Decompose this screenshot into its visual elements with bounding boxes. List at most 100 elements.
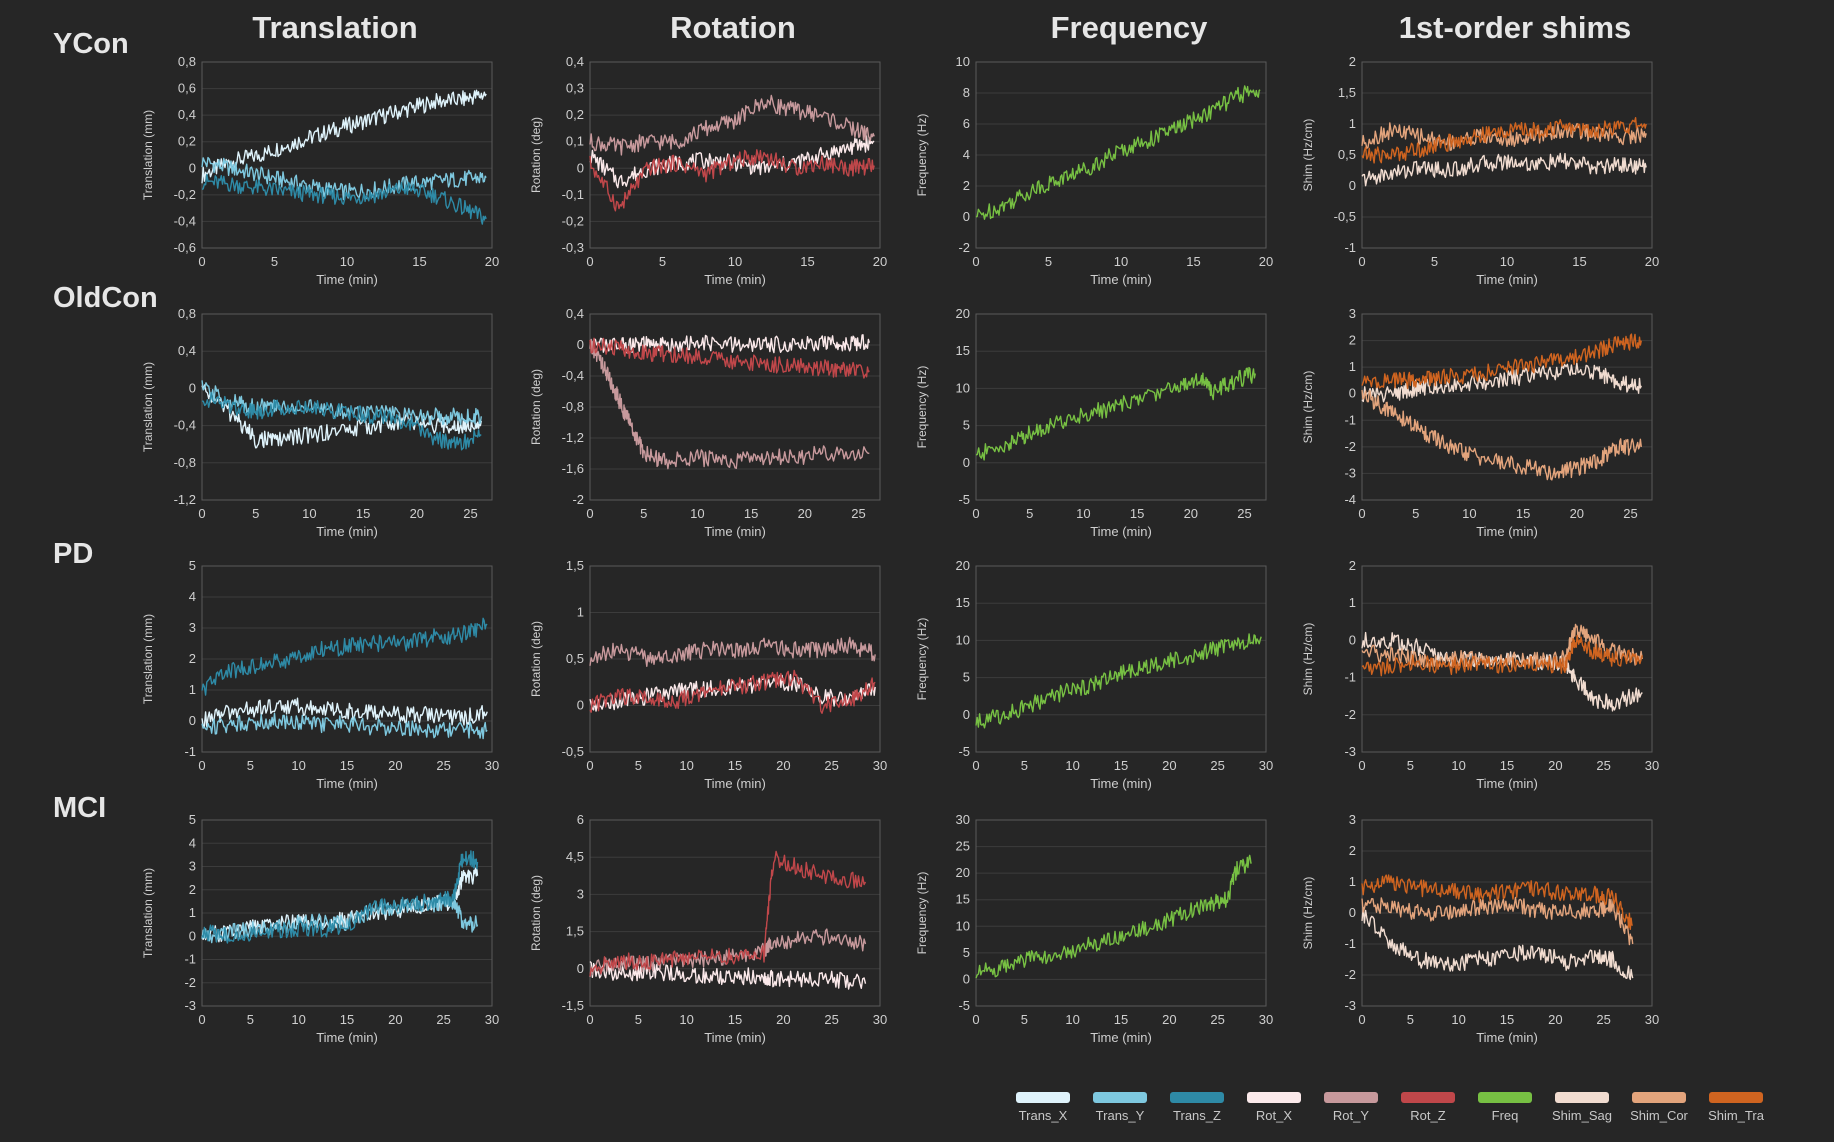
x-tick-label: 30 — [485, 758, 499, 773]
x-axis-label: Time (min) — [704, 524, 766, 539]
series-line-shim-cor — [1361, 896, 1634, 946]
y-tick-label: 5 — [963, 418, 970, 433]
column-title-shims: 1st-order shims — [1398, 10, 1632, 45]
chart-oldcon-1st-order-shims: -4 -3 -2 -1 0 1 2 3 0 5 10 15 20 25 Time (min) Shim (Hz… — [1301, 306, 1653, 539]
y-tick-label: -1,5 — [562, 998, 584, 1013]
row-title-oldcon: OldCon — [53, 282, 158, 314]
chart-oldcon-translation: -1,2 -0,8 -0,4 0 0,4 0,8 0 5 10 15 20 25 Time (min) T… — [141, 306, 493, 539]
y-tick-label: 3 — [1349, 812, 1356, 827]
plot-frame — [975, 565, 1267, 753]
y-tick-label: 0 — [189, 380, 196, 395]
y-tick-label: 3 — [577, 886, 584, 901]
x-tick-label: 0 — [972, 758, 979, 773]
series-line-shim-tra — [1361, 333, 1642, 390]
x-tick-label: 0 — [1358, 758, 1365, 773]
x-tick-label: 20 — [1259, 254, 1273, 269]
y-tick-label: 0,4 — [178, 107, 196, 122]
y-tick-label: -2 — [572, 492, 584, 507]
x-tick-label: 10 — [302, 506, 316, 521]
y-tick-label: 0,3 — [566, 81, 584, 96]
x-tick-label: 20 — [798, 506, 812, 521]
y-tick-label: 1 — [189, 905, 196, 920]
x-tick-label: 15 — [412, 254, 426, 269]
y-axis-label: Rotation (deg) — [529, 369, 543, 445]
x-axis-label: Time (min) — [1090, 1030, 1152, 1045]
series-line-freq — [975, 633, 1262, 729]
x-tick-label: 0 — [972, 506, 979, 521]
y-tick-label: 15 — [956, 595, 970, 610]
x-tick-label: 10 — [1065, 1012, 1079, 1027]
x-axis-label: Time (min) — [1090, 524, 1152, 539]
x-tick-label: 10 — [679, 758, 693, 773]
x-tick-label: 15 — [1114, 758, 1128, 773]
legend-swatch — [1632, 1092, 1686, 1103]
series-line-shim-sag — [1361, 362, 1642, 403]
y-tick-label: 4,5 — [566, 849, 584, 864]
x-axis-label: Time (min) — [1090, 776, 1152, 791]
legend-swatch — [1324, 1092, 1378, 1103]
y-tick-label: 2 — [189, 651, 196, 666]
row-title-mci: MCI — [53, 792, 107, 824]
x-tick-label: 20 — [1548, 1012, 1562, 1027]
plot-frame — [589, 819, 881, 1007]
y-axis-label: Frequency (Hz) — [915, 366, 929, 449]
x-tick-label: 20 — [1162, 758, 1176, 773]
x-tick-label: 15 — [356, 506, 370, 521]
y-axis-label: Frequency (Hz) — [915, 114, 929, 197]
y-tick-label: 3 — [189, 620, 196, 635]
series-line-rot-y — [589, 338, 870, 470]
x-tick-label: 10 — [1114, 254, 1128, 269]
x-tick-label: 5 — [1021, 1012, 1028, 1027]
x-tick-label: 5 — [1407, 758, 1414, 773]
y-tick-label: 0 — [189, 160, 196, 175]
y-tick-label: 0 — [577, 160, 584, 175]
y-axis-label: Frequency (Hz) — [915, 872, 929, 955]
series-line-trans-y — [201, 712, 488, 740]
x-axis-label: Time (min) — [1476, 1030, 1538, 1045]
y-tick-label: -2 — [184, 975, 196, 990]
x-tick-label: 30 — [1259, 758, 1273, 773]
series-line-trans-x — [201, 697, 488, 728]
x-tick-label: 15 — [1572, 254, 1586, 269]
x-tick-label: 5 — [1407, 1012, 1414, 1027]
y-tick-label: -0,4 — [174, 418, 196, 433]
y-tick-label: 25 — [956, 839, 970, 854]
y-tick-label: -1 — [1344, 412, 1356, 427]
x-tick-label: 10 — [1076, 506, 1090, 521]
x-tick-label: 5 — [1045, 254, 1052, 269]
chart-oldcon-rotation: -2 -1,6 -1,2 -0,8 -0,4 0 0,4 0 5 10 15 20 25 Time (mi… — [529, 306, 881, 539]
x-tick-label: 25 — [463, 506, 477, 521]
series-line-rot-y — [589, 636, 876, 667]
y-tick-label: -0,3 — [562, 240, 584, 255]
x-tick-label: 25 — [1237, 506, 1251, 521]
x-tick-label: 10 — [291, 1012, 305, 1027]
column-title-frequency: Frequency — [1050, 10, 1208, 45]
plot-frame — [1361, 565, 1653, 753]
plot-frame — [1361, 313, 1653, 501]
series-line-trans-x — [201, 89, 487, 184]
series-line-shim-tra — [1361, 874, 1634, 930]
y-tick-label: 0 — [1349, 905, 1356, 920]
series-line-rot-x — [589, 961, 867, 990]
x-tick-label: 15 — [744, 506, 758, 521]
legend-swatch — [1401, 1092, 1455, 1103]
legend-swatch — [1170, 1092, 1224, 1103]
x-axis-label: Time (min) — [1476, 272, 1538, 287]
y-tick-label: 0,8 — [178, 54, 196, 69]
y-tick-label: -3 — [1344, 465, 1356, 480]
legend: Trans_X Trans_Y Trans_Z Rot_X Rot_Y Rot_… — [1006, 1092, 1806, 1132]
y-tick-label: 1 — [1349, 116, 1356, 131]
series-line-trans-z — [201, 850, 479, 944]
series-line-shim-sag — [1361, 152, 1647, 187]
x-tick-label: 0 — [1358, 254, 1365, 269]
y-tick-label: -1 — [1344, 670, 1356, 685]
series-line-freq — [975, 366, 1256, 461]
x-tick-label: 15 — [728, 1012, 742, 1027]
y-tick-label: 0,8 — [178, 306, 196, 321]
plot-frame — [1361, 61, 1653, 249]
y-tick-label: -0,1 — [562, 187, 584, 202]
